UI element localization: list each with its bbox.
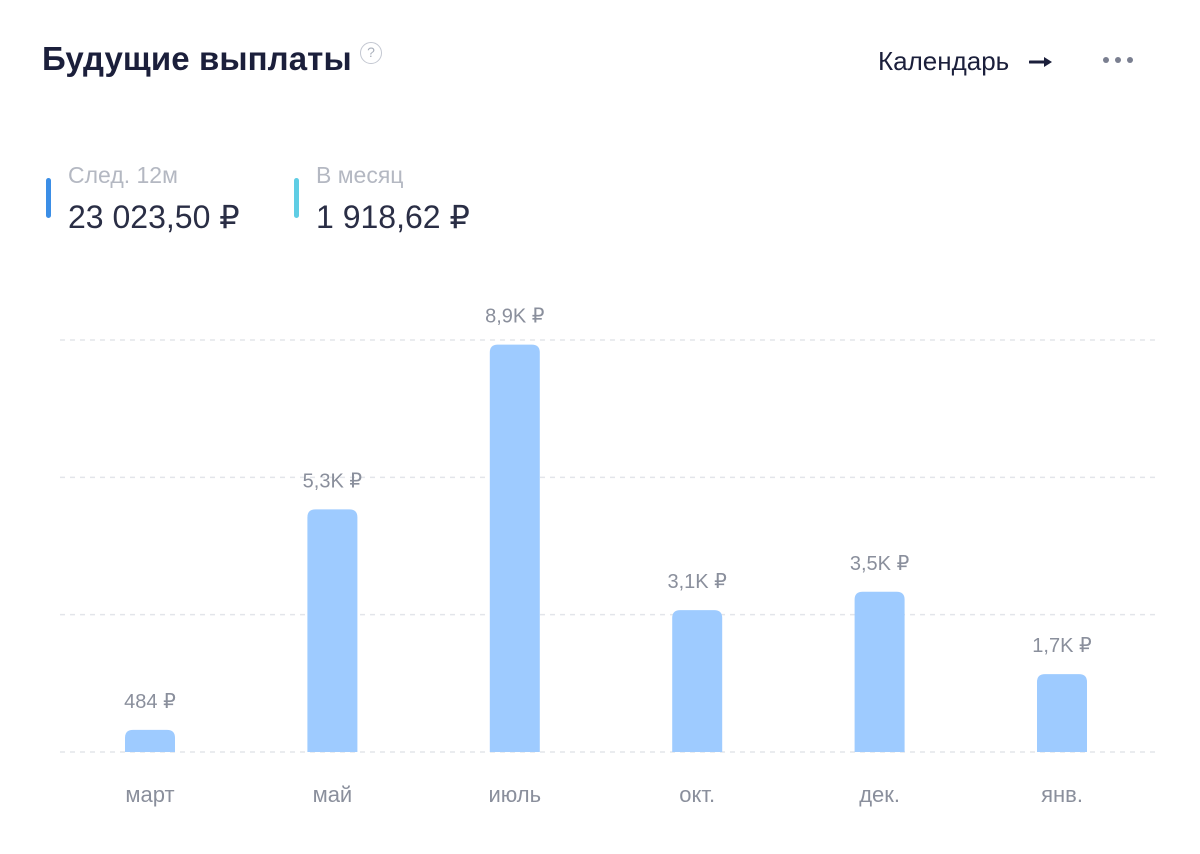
stat-value: 23 023,50 ₽ — [68, 199, 240, 235]
stat-color-bar — [46, 178, 51, 218]
stats-summary: След. 12м 23 023,50 ₽ В месяц 1 918,62 ₽ — [46, 160, 646, 240]
bar[interactable] — [489, 344, 540, 752]
category-label: окт. — [679, 782, 715, 807]
bar[interactable] — [672, 610, 723, 752]
bar-value-label: 5,3K ₽ — [303, 470, 363, 492]
category-label: янв. — [1041, 782, 1083, 807]
category-label: май — [313, 782, 353, 807]
bar-value-label: 8,9K ₽ — [485, 306, 545, 328]
stat-label: След. 12м — [68, 162, 178, 188]
calendar-link[interactable]: Календарь — [878, 46, 1053, 77]
arrow-right-icon — [1029, 55, 1053, 69]
bar-value-label: 1,7K ₽ — [1032, 635, 1092, 657]
bar-value-label: 484 ₽ — [124, 691, 176, 713]
category-label: июль — [488, 782, 541, 807]
header: Будущие выплаты ? Календарь — [42, 38, 1140, 88]
page-title: Будущие выплаты — [42, 40, 352, 77]
bar[interactable] — [854, 591, 905, 752]
bar[interactable] — [307, 509, 358, 752]
bar[interactable] — [125, 729, 175, 752]
more-button[interactable] — [1100, 50, 1136, 70]
category-label: дек. — [859, 782, 900, 807]
stat-color-bar — [294, 178, 299, 218]
category-label: март — [125, 782, 174, 807]
stat-value: 1 918,62 ₽ — [316, 199, 470, 235]
bar-value-label: 3,5K ₽ — [850, 553, 910, 575]
stat-label: В месяц — [316, 162, 404, 188]
more-dots-icon — [1103, 57, 1133, 63]
calendar-link-label: Календарь — [878, 46, 1010, 76]
bar-value-label: 3,1K ₽ — [667, 571, 727, 593]
question-icon[interactable]: ? — [360, 42, 382, 64]
bar[interactable] — [1037, 674, 1087, 752]
